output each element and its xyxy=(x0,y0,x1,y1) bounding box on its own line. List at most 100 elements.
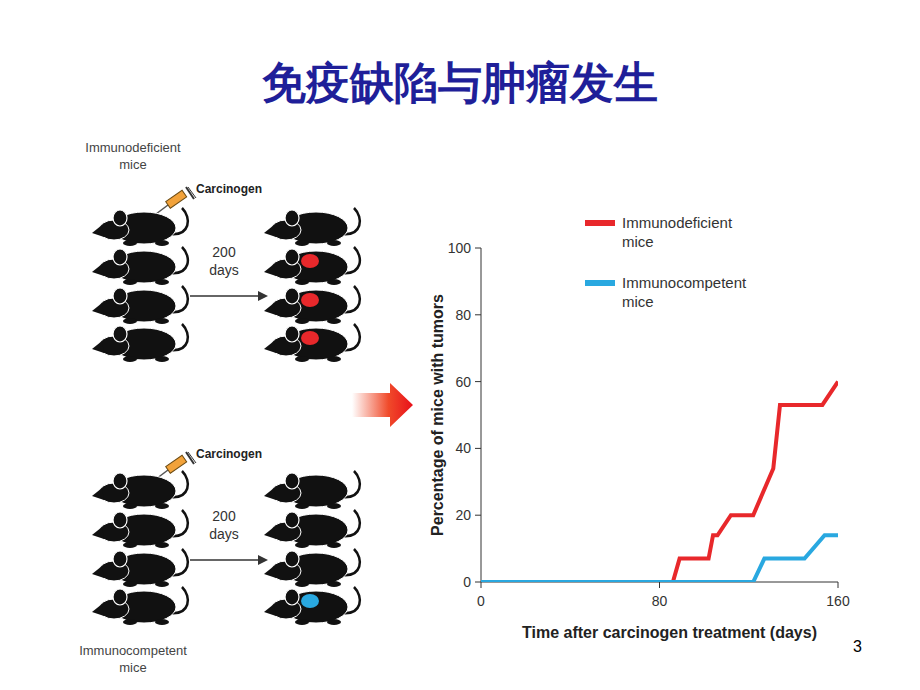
foot xyxy=(295,240,309,246)
y-tick xyxy=(475,248,481,249)
nose xyxy=(92,604,104,616)
big-arrow xyxy=(352,383,413,427)
mouse xyxy=(264,549,360,587)
nose xyxy=(264,604,276,616)
ear xyxy=(285,589,299,605)
mouse xyxy=(92,286,188,324)
nose xyxy=(92,341,104,353)
foot xyxy=(123,542,137,548)
tumor xyxy=(301,293,319,307)
mouse xyxy=(264,247,360,285)
x-axis-label: Time after carcinogen treatment (days) xyxy=(522,624,817,641)
nose xyxy=(92,527,104,539)
syringe xyxy=(156,452,196,479)
foot xyxy=(295,279,309,285)
duration-label: 200 days xyxy=(209,244,239,278)
series-line xyxy=(481,535,838,582)
x-tick xyxy=(659,582,660,588)
tumor xyxy=(301,331,319,345)
foot xyxy=(155,503,169,509)
group-label: Immunocompetentmice xyxy=(79,643,187,675)
foot xyxy=(123,356,137,362)
foot xyxy=(295,503,309,509)
nose xyxy=(92,225,104,237)
arrow xyxy=(190,295,258,297)
plunger xyxy=(188,187,196,198)
ear xyxy=(113,326,127,342)
text-line: mice xyxy=(119,157,146,172)
mouse xyxy=(92,549,188,587)
text-line: days xyxy=(209,262,239,278)
ear xyxy=(113,473,127,489)
nose xyxy=(264,225,276,237)
foot xyxy=(327,619,341,625)
mouse xyxy=(92,471,188,509)
injection-label: Carcinogen xyxy=(196,447,262,461)
text-line: Immunodeficient xyxy=(622,214,733,231)
mouse xyxy=(92,587,188,625)
foot xyxy=(295,581,309,587)
foot xyxy=(155,619,169,625)
barrel xyxy=(166,190,187,208)
text-line: Immunodeficient xyxy=(85,140,181,155)
text-line: 200 xyxy=(212,508,236,524)
mouse xyxy=(264,324,360,362)
ear xyxy=(113,249,127,265)
mouse xyxy=(92,247,188,285)
legend-swatch xyxy=(585,220,615,226)
ear xyxy=(285,288,299,304)
foot xyxy=(155,240,169,246)
plunger xyxy=(188,452,196,463)
y-tick xyxy=(475,381,481,382)
foot xyxy=(123,279,137,285)
mouse xyxy=(264,286,360,324)
foot xyxy=(155,279,169,285)
x-tick-label: 0 xyxy=(477,593,485,609)
y-tick-label: 80 xyxy=(455,307,471,323)
nose xyxy=(92,488,104,500)
nose xyxy=(264,527,276,539)
mouse xyxy=(264,208,360,246)
foot xyxy=(123,240,137,246)
mouse xyxy=(264,587,360,625)
foot xyxy=(327,240,341,246)
tumor xyxy=(301,594,319,608)
x-tick-label: 80 xyxy=(652,593,668,609)
nose xyxy=(92,303,104,315)
arrow xyxy=(190,559,258,561)
nose xyxy=(92,566,104,578)
x-tick-label: 160 xyxy=(826,593,850,609)
y-axis xyxy=(481,248,482,582)
title: 免疫缺陷与肿瘤发生 xyxy=(262,57,658,108)
plot-area xyxy=(481,382,838,582)
foot xyxy=(155,542,169,548)
mouse xyxy=(264,510,360,548)
arrow-head xyxy=(258,555,268,565)
ear xyxy=(113,589,127,605)
ear xyxy=(285,512,299,528)
foot xyxy=(123,503,137,509)
foot xyxy=(295,542,309,548)
text-line: Immunocompetent xyxy=(622,274,747,291)
duration-label: 200days xyxy=(209,508,239,542)
foot xyxy=(123,318,137,324)
mouse-group: ImmunodeficientmiceCarcinogen200days xyxy=(85,140,360,362)
text-line: 200 xyxy=(212,244,236,260)
foot xyxy=(155,318,169,324)
ear xyxy=(285,473,299,489)
ear xyxy=(285,326,299,342)
mouse xyxy=(92,510,188,548)
foot xyxy=(295,318,309,324)
foot xyxy=(327,318,341,324)
y-axis-label: Percentage of mice with tumors xyxy=(429,294,446,536)
y-tick-label: 100 xyxy=(448,240,472,256)
foot xyxy=(327,279,341,285)
legend: ImmunodeficientmiceImmunocompetentmice xyxy=(585,214,747,310)
group-label: Immunodeficient mice xyxy=(85,140,181,172)
y-tick xyxy=(475,515,481,516)
foot xyxy=(327,356,341,362)
mouse-group: Immunocompetentmice Carcinogen 200days xyxy=(79,447,360,675)
tumor xyxy=(301,254,319,268)
foot xyxy=(295,619,309,625)
chart: 020406080100080160Time after carcinogen … xyxy=(429,240,850,641)
